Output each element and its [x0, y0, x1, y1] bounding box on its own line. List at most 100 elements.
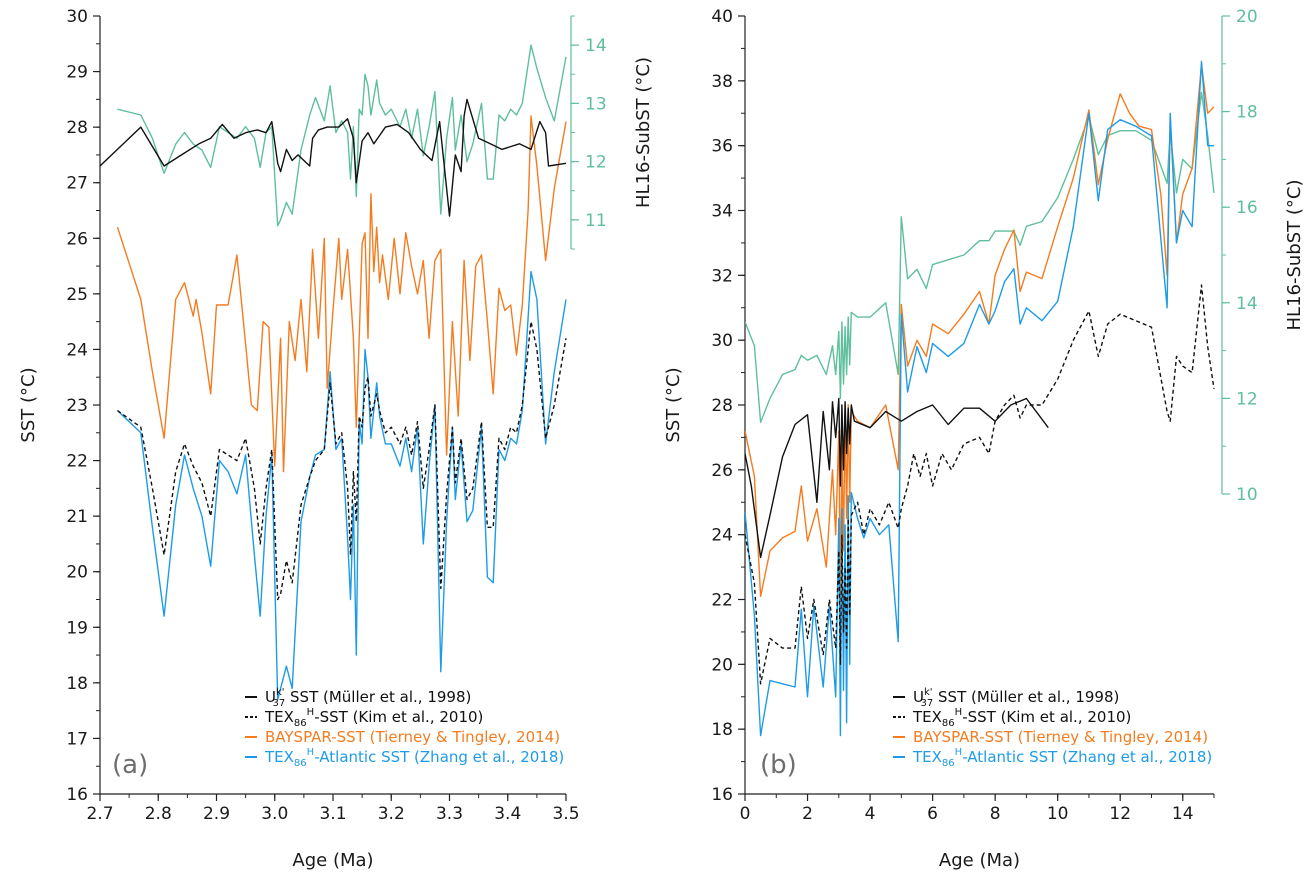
y-tick-label: 27 — [66, 174, 88, 194]
legend-label: BAYSPAR-SST (Tierney & Tingley, 2014) — [913, 728, 1208, 746]
series-line-green — [745, 91, 1215, 423]
y2-tick-label: 13 — [585, 94, 607, 114]
y-tick-label: 32 — [711, 266, 733, 286]
legend-main: TEX — [912, 748, 942, 766]
y-tick-label: 21 — [66, 507, 88, 527]
y-tick-label: 25 — [66, 285, 88, 305]
legend-sup: H — [955, 747, 963, 758]
legend-main: BAYSPAR-SST (Tierney & Tingley, 2014) — [913, 728, 1208, 746]
x-tick-label: 10 — [1047, 804, 1069, 824]
y-tick-label: 22 — [711, 591, 733, 611]
legend-sub: 86 — [294, 718, 307, 729]
y-tick-label: 24 — [711, 526, 733, 546]
x-tick-label: 3.1 — [319, 804, 346, 824]
legend-label: TEX86H-Atlantic SST (Zhang et al., 2018) — [912, 747, 1212, 769]
legend-main: BAYSPAR-SST (Tierney & Tingley, 2014) — [265, 728, 560, 746]
x-tick-label: 3.2 — [378, 804, 405, 824]
y-tick-label: 18 — [66, 674, 88, 694]
series-line-green — [117, 44, 567, 227]
legend-rest: SST (Müller et al., 1998) — [285, 688, 471, 706]
y-tick-label: 40 — [711, 7, 733, 27]
y-tick-label: 19 — [66, 618, 88, 638]
x-tick-label: 6 — [927, 804, 938, 824]
y2-tick-label: 12 — [1236, 389, 1258, 409]
y-tick-label: 29 — [66, 63, 88, 83]
legend-sup: H — [307, 707, 315, 718]
series-line-black — [100, 98, 567, 217]
y-tick-label: 16 — [711, 785, 733, 805]
y-tick-label: 30 — [711, 331, 733, 351]
series-line-black-dashed — [117, 320, 567, 601]
legend-main: TEX — [264, 708, 294, 726]
y2-axis-title: HL16-SubST (°C) — [1284, 180, 1305, 331]
x-axis-title: Age (Ma) — [939, 850, 1020, 871]
legend-rest: -SST (Kim et al., 2010) — [962, 708, 1131, 726]
y-tick-label: 20 — [711, 655, 733, 675]
y2-tick-label: 11 — [585, 211, 607, 231]
legend-main: TEX — [912, 708, 942, 726]
y-axis-title: SST (°C) — [663, 367, 684, 442]
x-tick-label: 3.3 — [436, 804, 463, 824]
x-tick-label: 3.4 — [494, 804, 521, 824]
x-tick-label: 0 — [740, 804, 751, 824]
legend-sub: 86 — [942, 718, 955, 729]
legend-label: Uk' 37 SST (Müller et al., 1998) — [913, 687, 1119, 709]
legend-sub: 86 — [942, 758, 955, 769]
y2-tick-label: 14 — [585, 36, 607, 56]
x-tick-label: 14 — [1172, 804, 1194, 824]
x-tick-label: 12 — [1109, 804, 1131, 824]
panel-a: 2.7 2.8 2.9 3.0 3.1 3.2 3.3 3.4 3.5 16 17 18 19 20 21 2… — [18, 7, 654, 871]
y2-tick-label: 16 — [1236, 198, 1258, 218]
legend: Uk' 37 SST (Müller et al., 1998)TEX86H-SS… — [893, 687, 1212, 769]
y-tick-label: 30 — [66, 7, 88, 27]
series-line-blue — [745, 60, 1214, 737]
y2-tick-label: 10 — [1236, 485, 1258, 505]
y-axis-title: SST (°C) — [18, 367, 39, 442]
series-line-orange — [116, 115, 567, 473]
legend-sup: H — [955, 707, 963, 718]
legend-label: TEX86H-SST (Kim et al., 2010) — [264, 707, 483, 729]
x-tick-label: 2 — [802, 804, 813, 824]
y-tick-label: 34 — [711, 202, 733, 222]
legend-label: Uk' 37 SST (Müller et al., 1998) — [265, 687, 471, 709]
y-tick-label: 20 — [66, 563, 88, 583]
legend-main: TEX — [264, 748, 294, 766]
legend-sup: k' — [276, 687, 285, 698]
legend-main: U — [265, 688, 276, 706]
legend-label: BAYSPAR-SST (Tierney & Tingley, 2014) — [265, 728, 560, 746]
x-tick-label: 8 — [990, 804, 1001, 824]
legend-rest: -SST (Kim et al., 2010) — [314, 708, 483, 726]
y2-axis-title: HL16-SubST (°C) — [633, 57, 654, 208]
legend-rest: SST (Müller et al., 1998) — [933, 688, 1119, 706]
x-tick-label: 3.5 — [552, 804, 579, 824]
y2-tick-label: 20 — [1236, 7, 1258, 27]
y-tick-label: 36 — [711, 137, 733, 157]
legend-sub: 86 — [294, 758, 307, 769]
legend-sub: 37 — [921, 698, 934, 709]
y-tick-label: 26 — [66, 229, 88, 249]
y2-tick-label: 12 — [585, 153, 607, 173]
y2-tick-label: 18 — [1236, 103, 1258, 123]
y-tick-label: 28 — [711, 396, 733, 416]
y-tick-label: 24 — [66, 340, 88, 360]
panel-tag: (a) — [112, 750, 148, 780]
x-tick-label: 2.9 — [203, 804, 230, 824]
y2-tick-label: 14 — [1236, 294, 1258, 314]
x-axis-title: Age (Ma) — [292, 850, 373, 871]
panel-tag: (b) — [760, 750, 797, 780]
y-tick-label: 16 — [66, 785, 88, 805]
x-tick-label: 4 — [865, 804, 876, 824]
y-tick-label: 22 — [66, 452, 88, 472]
series-line-black — [745, 397, 1049, 559]
y-tick-label: 23 — [66, 396, 88, 416]
legend-rest: -Atlantic SST (Zhang et al., 2018) — [962, 748, 1212, 766]
y-tick-label: 18 — [711, 720, 733, 740]
x-tick-label: 2.8 — [145, 804, 172, 824]
legend-sub: 37 — [273, 698, 286, 709]
y-tick-label: 17 — [66, 729, 88, 749]
series-line-blue — [117, 270, 567, 701]
y-tick-label: 28 — [66, 118, 88, 138]
legend-rest: -Atlantic SST (Zhang et al., 2018) — [314, 748, 564, 766]
x-tick-label: 2.7 — [86, 804, 113, 824]
